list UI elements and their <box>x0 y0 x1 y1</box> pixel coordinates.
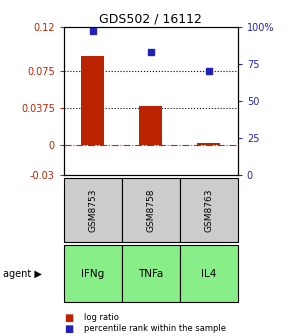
Text: IFNg: IFNg <box>81 269 104 279</box>
Bar <box>139 106 162 145</box>
Text: ■: ■ <box>64 324 73 334</box>
Text: percentile rank within the sample: percentile rank within the sample <box>84 324 226 333</box>
Bar <box>81 56 104 145</box>
Bar <box>180 178 238 242</box>
Text: log ratio: log ratio <box>84 313 119 322</box>
Title: GDS502 / 16112: GDS502 / 16112 <box>99 13 202 26</box>
Bar <box>64 178 122 242</box>
Text: ■: ■ <box>64 312 73 323</box>
Bar <box>180 245 238 302</box>
Bar <box>122 245 180 302</box>
Text: GSM8763: GSM8763 <box>204 188 213 232</box>
Text: TNFa: TNFa <box>138 269 164 279</box>
Text: GSM8758: GSM8758 <box>146 188 155 232</box>
Text: IL4: IL4 <box>201 269 217 279</box>
Bar <box>122 178 180 242</box>
Text: GSM8753: GSM8753 <box>88 188 97 232</box>
Bar <box>197 143 220 145</box>
Text: agent ▶: agent ▶ <box>3 269 42 279</box>
Bar <box>64 245 122 302</box>
